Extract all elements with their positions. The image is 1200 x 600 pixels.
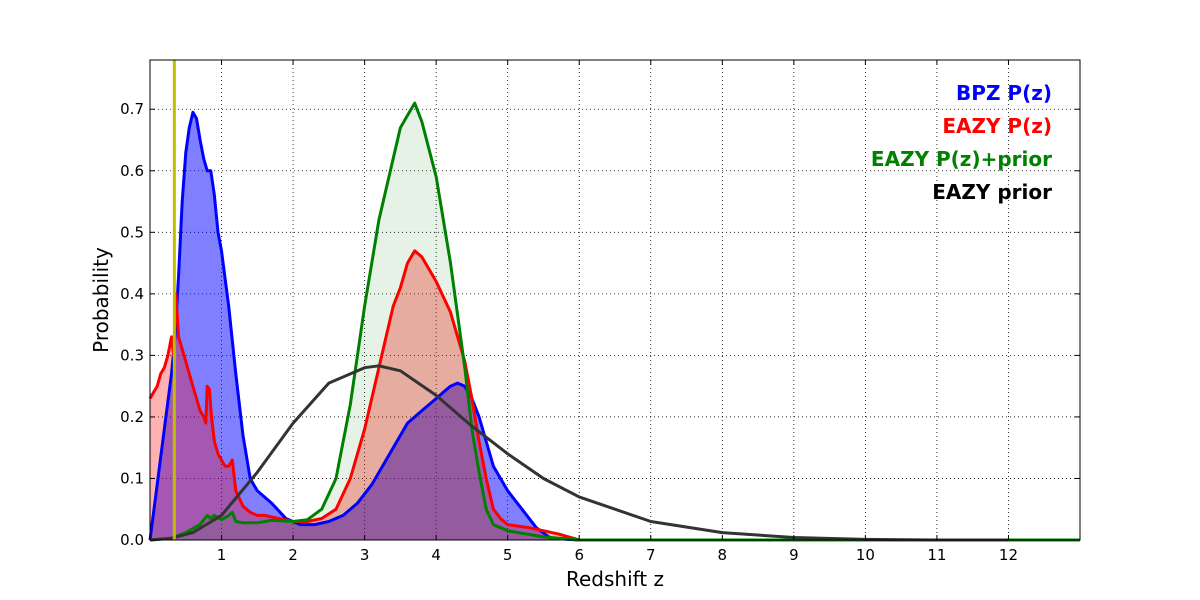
y-tick-label: 0.3 [120, 346, 144, 364]
x-tick-label: 9 [789, 546, 799, 564]
y-tick-label: 0.2 [120, 408, 144, 426]
x-tick-label: 6 [574, 546, 584, 564]
series-area-eazy-p-z-prior [150, 103, 1080, 540]
plot-frame [149, 59, 1081, 541]
legend-entry: BPZ P(z) [956, 81, 1052, 105]
x-tick-label: 5 [503, 546, 513, 564]
y-tick-label: 0.0 [120, 531, 144, 549]
y-tick-label: 0.5 [120, 223, 144, 241]
legend: BPZ P(z) EAZY P(z) EAZY P(z)+prior EAZY pri… [871, 81, 1052, 204]
y-tick-label: 0.6 [120, 162, 144, 180]
x-axis-label: Redshift z [566, 567, 664, 591]
grid [150, 60, 1080, 541]
legend-entry: EAZY prior [932, 180, 1052, 204]
x-tick-label: 10 [856, 546, 875, 564]
legend-entry: EAZY P(z) [942, 114, 1052, 138]
y-tick-label: 0.7 [120, 100, 144, 118]
x-tick-label: 1 [217, 546, 227, 564]
series-area-bpz-p-z [150, 112, 1080, 541]
legend-entry: EAZY P(z)+prior [871, 147, 1052, 171]
x-tick-label: 2 [288, 546, 298, 564]
y-tick-label: 0.4 [120, 285, 144, 303]
x-tick-label: 8 [718, 546, 728, 564]
ticks-layer: 1 2 3 4 5 6 7 8 9 10 11 120.00.10.20.30.40.50.60.7 [120, 60, 1080, 564]
series-line-eazy-p-z-prior [149, 101, 1080, 542]
series-line-eazy-prior [149, 364, 1009, 542]
y-tick-label: 0.1 [120, 469, 144, 487]
x-tick-label: 12 [999, 546, 1018, 564]
x-tick-label: 7 [646, 546, 656, 564]
series-line-bpz-p-z [148, 110, 1080, 542]
x-tick-label: 3 [360, 546, 370, 564]
x-tick-label: 4 [431, 546, 441, 564]
y-axis-label: Probability [89, 247, 113, 353]
series-layer [148, 101, 1080, 542]
x-tick-label: 11 [927, 546, 946, 564]
series-line-eazy-p-z [148, 249, 1080, 542]
